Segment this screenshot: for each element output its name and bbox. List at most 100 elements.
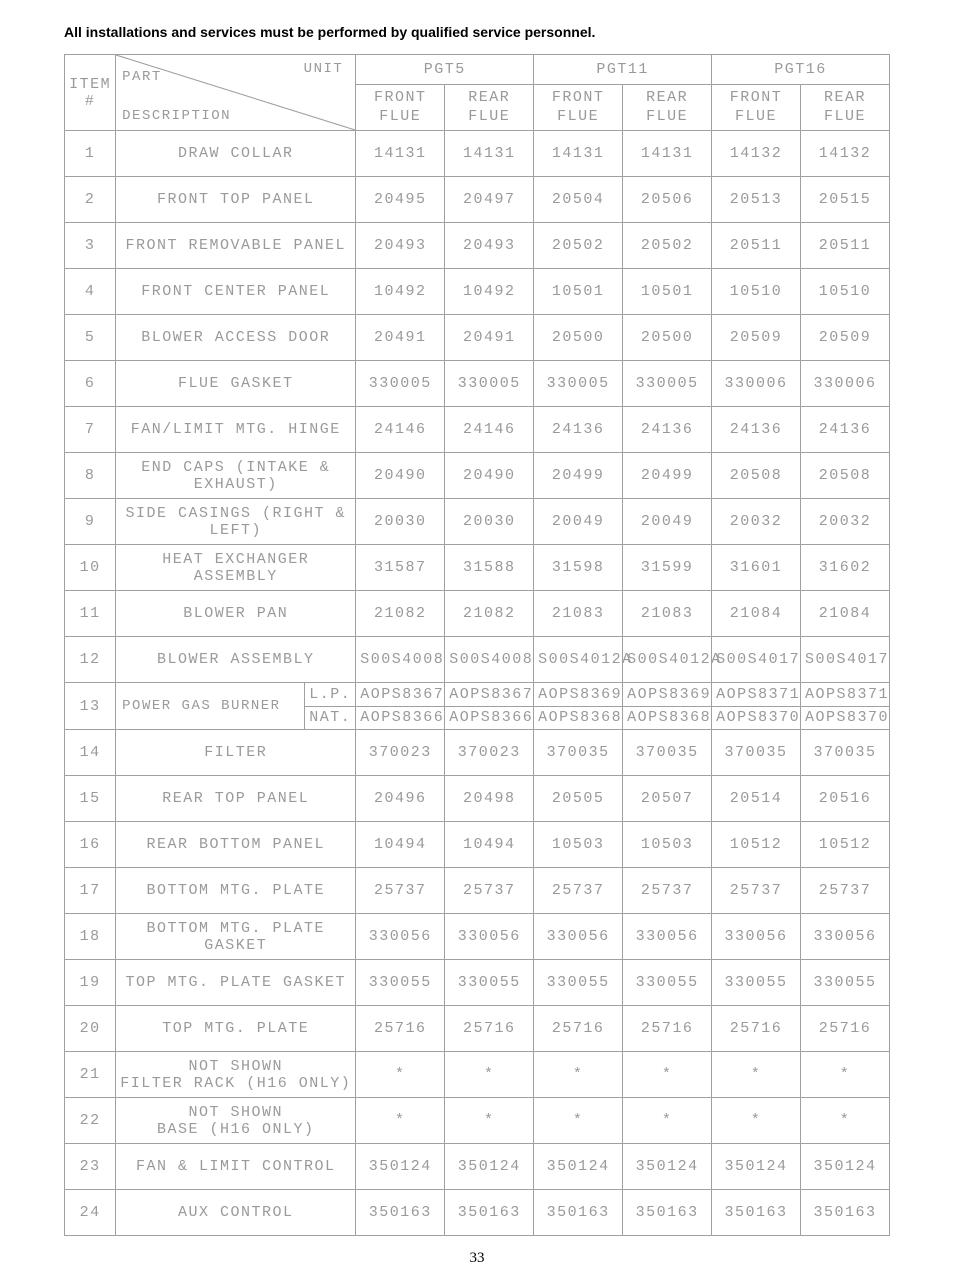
part-number: AOPS8369 xyxy=(534,683,623,707)
flue-header: FRONT FLUE xyxy=(356,85,445,131)
part-number: 330055 xyxy=(712,960,801,1006)
part-number: 20490 xyxy=(445,453,534,499)
part-number: 370035 xyxy=(801,730,890,776)
part-description: FRONT REMOVABLE PANEL xyxy=(116,223,356,269)
part-number: 20499 xyxy=(623,453,712,499)
item-number: 9 xyxy=(65,499,116,545)
item-number: 18 xyxy=(65,914,116,960)
part-number: * xyxy=(801,1098,890,1144)
flue-header: REAR FLUE xyxy=(445,85,534,131)
part-description: FAN & LIMIT CONTROL xyxy=(116,1144,356,1190)
part-description: BOTTOM MTG. PLATE xyxy=(116,868,356,914)
part-number: 330056 xyxy=(356,914,445,960)
part-number: 330005 xyxy=(534,361,623,407)
part-description: DRAW COLLAR xyxy=(116,131,356,177)
part-number: 20505 xyxy=(534,776,623,822)
part-number: 21082 xyxy=(445,591,534,637)
col-part-header: UNITPARTDESCRIPTION xyxy=(116,55,356,131)
part-number: 31601 xyxy=(712,545,801,591)
part-description: BLOWER PAN xyxy=(116,591,356,637)
part-number: 330055 xyxy=(801,960,890,1006)
part-number: AOPS8371 xyxy=(712,683,801,707)
part-number: 10503 xyxy=(534,822,623,868)
part-number: 10510 xyxy=(712,269,801,315)
part-number: 330055 xyxy=(534,960,623,1006)
part-number: 20495 xyxy=(356,177,445,223)
part-description: END CAPS (INTAKE & EXHAUST) xyxy=(116,453,356,499)
part-description: BLOWER ASSEMBLY xyxy=(116,637,356,683)
part-number: 20502 xyxy=(534,223,623,269)
part-number: 330056 xyxy=(445,914,534,960)
part-number: 20500 xyxy=(534,315,623,361)
part-description: TOP MTG. PLATE xyxy=(116,1006,356,1052)
part-number: AOPS8368 xyxy=(534,706,623,730)
part-number: 21082 xyxy=(356,591,445,637)
part-number: 21083 xyxy=(623,591,712,637)
part-number: * xyxy=(623,1052,712,1098)
part-number: 330056 xyxy=(712,914,801,960)
part-number: * xyxy=(712,1052,801,1098)
item-number: 7 xyxy=(65,407,116,453)
page-number: 33 xyxy=(64,1250,890,1267)
part-number: 370035 xyxy=(623,730,712,776)
part-description: FRONT TOP PANEL xyxy=(116,177,356,223)
item-number: 17 xyxy=(65,868,116,914)
part-number: 21083 xyxy=(534,591,623,637)
item-number: 10 xyxy=(65,545,116,591)
part-number: 25716 xyxy=(623,1006,712,1052)
part-number: 20491 xyxy=(445,315,534,361)
part-number: 350163 xyxy=(534,1190,623,1236)
part-number: S00S4017 xyxy=(712,637,801,683)
item-number: 15 xyxy=(65,776,116,822)
part-number: 20030 xyxy=(445,499,534,545)
part-number: AOPS8367 xyxy=(445,683,534,707)
part-number: 20493 xyxy=(356,223,445,269)
part-number: * xyxy=(801,1052,890,1098)
part-description: REAR BOTTOM PANEL xyxy=(116,822,356,868)
item-number: 1 xyxy=(65,131,116,177)
part-number: S00S4008 xyxy=(445,637,534,683)
part-number: 20049 xyxy=(623,499,712,545)
part-number: 20049 xyxy=(534,499,623,545)
part-number: 350163 xyxy=(356,1190,445,1236)
part-description: BOTTOM MTG. PLATE GASKET xyxy=(116,914,356,960)
part-number: 20032 xyxy=(712,499,801,545)
item-number: 2 xyxy=(65,177,116,223)
part-number: 14132 xyxy=(712,131,801,177)
part-number: 350124 xyxy=(534,1144,623,1190)
part-number: 24136 xyxy=(712,407,801,453)
unit-header: PGT11 xyxy=(534,55,712,85)
part-number: 24146 xyxy=(445,407,534,453)
part-number: 25737 xyxy=(801,868,890,914)
part-number: 20504 xyxy=(534,177,623,223)
part-number: 24136 xyxy=(534,407,623,453)
part-number: 350163 xyxy=(623,1190,712,1236)
part-number: 10492 xyxy=(445,269,534,315)
part-number: 370023 xyxy=(356,730,445,776)
part-number: 20491 xyxy=(356,315,445,361)
part-number: 350124 xyxy=(623,1144,712,1190)
part-number: 10512 xyxy=(712,822,801,868)
item-number: 13 xyxy=(65,683,116,730)
part-number: 10503 xyxy=(623,822,712,868)
part-number: 20511 xyxy=(801,223,890,269)
item-number: 14 xyxy=(65,730,116,776)
part-number: 20500 xyxy=(623,315,712,361)
part-number: 25716 xyxy=(356,1006,445,1052)
item-number: 12 xyxy=(65,637,116,683)
part-number: 14131 xyxy=(445,131,534,177)
part-number: S00S4012A xyxy=(623,637,712,683)
part-number: 330056 xyxy=(534,914,623,960)
part-number: 24136 xyxy=(623,407,712,453)
part-number: 20507 xyxy=(623,776,712,822)
part-number: 14132 xyxy=(801,131,890,177)
part-number: AOPS8370 xyxy=(712,706,801,730)
part-number: 25716 xyxy=(801,1006,890,1052)
part-number: 20511 xyxy=(712,223,801,269)
part-number: 10512 xyxy=(801,822,890,868)
part-number: 330005 xyxy=(445,361,534,407)
part-number: 20515 xyxy=(801,177,890,223)
part-number: 10501 xyxy=(623,269,712,315)
unit-header: PGT5 xyxy=(356,55,534,85)
part-number: 330005 xyxy=(623,361,712,407)
